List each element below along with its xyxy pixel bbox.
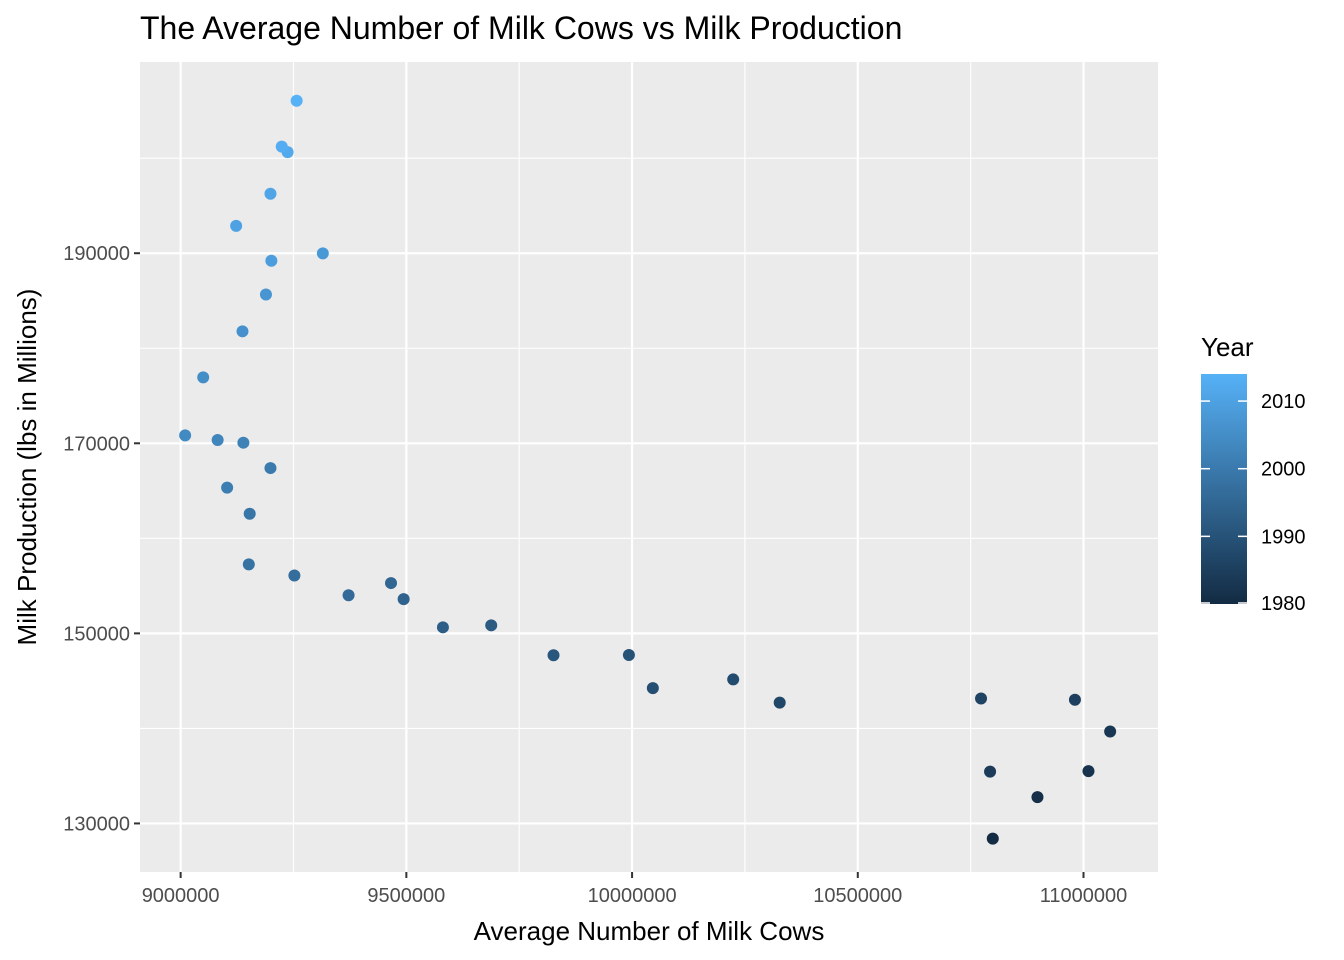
data-point-2005	[197, 371, 210, 384]
x-tick-label: 9000000	[142, 885, 220, 907]
legend-ticks: 1980 1990 2000 2010	[1201, 391, 1306, 615]
data-point-1994	[397, 593, 410, 606]
data-point-2002	[237, 436, 250, 449]
data-point-1987	[773, 696, 786, 709]
x-axis-title: Average Number of Milk Cows	[474, 916, 825, 946]
data-point-2010	[230, 219, 243, 232]
legend-tick-label: 2000	[1261, 459, 1306, 481]
data-point-2009	[265, 254, 278, 267]
data-point-1998	[242, 558, 255, 571]
data-point-1989	[646, 682, 659, 695]
data-point-1986	[975, 692, 988, 705]
legend-tick-label: 2010	[1261, 391, 1306, 413]
y-tick-label: 130000	[63, 813, 130, 835]
data-point-1991	[547, 649, 560, 662]
data-point-1988	[727, 673, 740, 686]
data-point-1999	[243, 507, 256, 520]
x-axis-ticks: 9000000 9500000 10000000 10500000 11000000	[142, 872, 1128, 907]
y-axis-title: Milk Production (lbs in Millions)	[12, 289, 42, 646]
data-point-2014	[290, 94, 303, 107]
y-tick-label: 150000	[63, 623, 130, 645]
data-point-2001	[221, 481, 234, 494]
minor-gridlines	[140, 62, 1158, 872]
data-point-2013	[275, 140, 288, 153]
y-tick-label: 170000	[63, 433, 130, 455]
legend-colorbar	[1201, 374, 1247, 604]
data-point-1981	[1031, 791, 1044, 804]
major-gridlines	[140, 62, 1158, 872]
data-point-1992	[485, 619, 498, 632]
data-point-1982	[1082, 765, 1095, 778]
data-point-1984	[984, 765, 997, 778]
data-point-2006	[236, 325, 249, 338]
data-point-1996	[342, 589, 355, 602]
data-point-1983	[1104, 725, 1117, 738]
data-point-2007	[259, 288, 272, 301]
data-point-1990	[622, 649, 635, 662]
data-point-1997	[288, 569, 301, 582]
data-point-1985	[1068, 693, 1081, 706]
data-point-2008	[316, 247, 329, 260]
chart-title: The Average Number of Milk Cows vs Milk …	[140, 10, 902, 46]
data-point-2003	[211, 433, 224, 446]
data-points	[179, 94, 1117, 845]
plot-panel	[140, 62, 1158, 872]
x-tick-label: 11000000	[1040, 885, 1128, 907]
y-tick-label: 190000	[63, 243, 130, 265]
legend-tick-label: 1990	[1261, 526, 1306, 548]
data-point-2000	[264, 462, 277, 475]
legend-title: Year	[1201, 332, 1254, 362]
data-point-1995	[385, 577, 398, 590]
legend-tick-label: 1980	[1261, 593, 1306, 615]
x-tick-label: 10500000	[813, 885, 902, 907]
y-axis-ticks: 130000 150000 170000 190000	[63, 243, 140, 835]
x-tick-label: 9500000	[367, 885, 445, 907]
data-point-2004	[179, 429, 192, 442]
x-tick-label: 10000000	[588, 885, 677, 907]
data-point-1993	[436, 621, 449, 634]
data-point-2011	[264, 187, 277, 200]
data-point-1980	[986, 832, 999, 845]
color-legend: Year 1980 1990 2000 2010	[1201, 332, 1306, 615]
